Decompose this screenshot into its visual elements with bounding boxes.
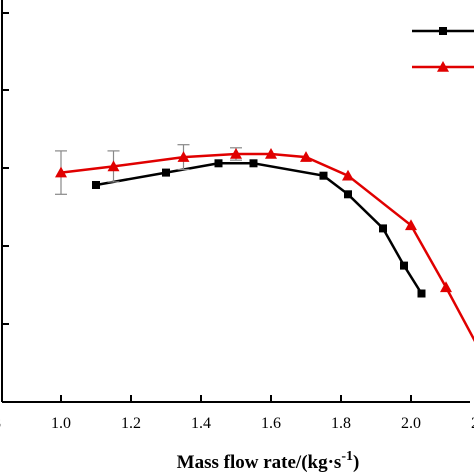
series-line-1 xyxy=(60,152,474,343)
x-axis-label: Mass flow rate/(kg·s-1) xyxy=(177,449,360,473)
series-1-point-8 xyxy=(440,281,452,293)
series-0 xyxy=(92,159,426,298)
series-1-point-5 xyxy=(300,151,312,162)
x-tick-label-1: 1.0 xyxy=(51,415,71,432)
series-1-point-2 xyxy=(177,151,190,162)
series-0-point-8 xyxy=(417,289,426,298)
series-0-point-3 xyxy=(249,159,258,168)
legend xyxy=(412,27,474,72)
series-0-point-2 xyxy=(214,159,223,168)
x-axis-label-sup: -1 xyxy=(341,449,353,464)
series-1-point-0 xyxy=(55,166,67,178)
series-0-point-4 xyxy=(319,171,328,180)
x-tick-label-6: 2.0 xyxy=(401,415,421,432)
legend-marker-1 xyxy=(437,61,449,72)
y-ticks xyxy=(2,12,9,325)
x-tick-label-4: 1.6 xyxy=(261,415,281,432)
x-tick-label-7: 2.2 xyxy=(471,415,474,432)
x-axis-label-main: Mass flow rate/(kg·s xyxy=(177,452,342,473)
series-1-point-6 xyxy=(342,169,354,181)
series-line-0 xyxy=(95,162,423,295)
series-1-point-3 xyxy=(230,148,242,159)
x-tick-label-2: 1.2 xyxy=(121,415,141,432)
series-1-point-4 xyxy=(265,148,277,159)
x-tick-label-5: 1.8 xyxy=(331,415,351,432)
series-0-point-1 xyxy=(162,168,170,177)
axes xyxy=(1,0,470,403)
series-1-point-1 xyxy=(107,160,120,172)
series-1-point-7 xyxy=(405,219,417,231)
legend-marker-0 xyxy=(439,27,447,35)
x-axis-label-close: ) xyxy=(353,452,359,473)
series-0-point-6 xyxy=(379,224,387,233)
legend-entry-1 xyxy=(412,61,474,72)
series-0-point-5 xyxy=(344,190,352,199)
series-1 xyxy=(55,144,474,343)
series-0-point-7 xyxy=(400,261,408,270)
series-layer xyxy=(55,144,474,343)
series-0-point-0 xyxy=(92,181,100,189)
legend-entry-0 xyxy=(412,27,474,35)
x-tick-label-0: 0.8 xyxy=(0,415,1,432)
x-ticks: 0.8 1.0 1.2 1.4 1.6 1.8 2.0 2.2 xyxy=(0,395,474,432)
x-tick-label-3: 1.4 xyxy=(191,415,211,432)
